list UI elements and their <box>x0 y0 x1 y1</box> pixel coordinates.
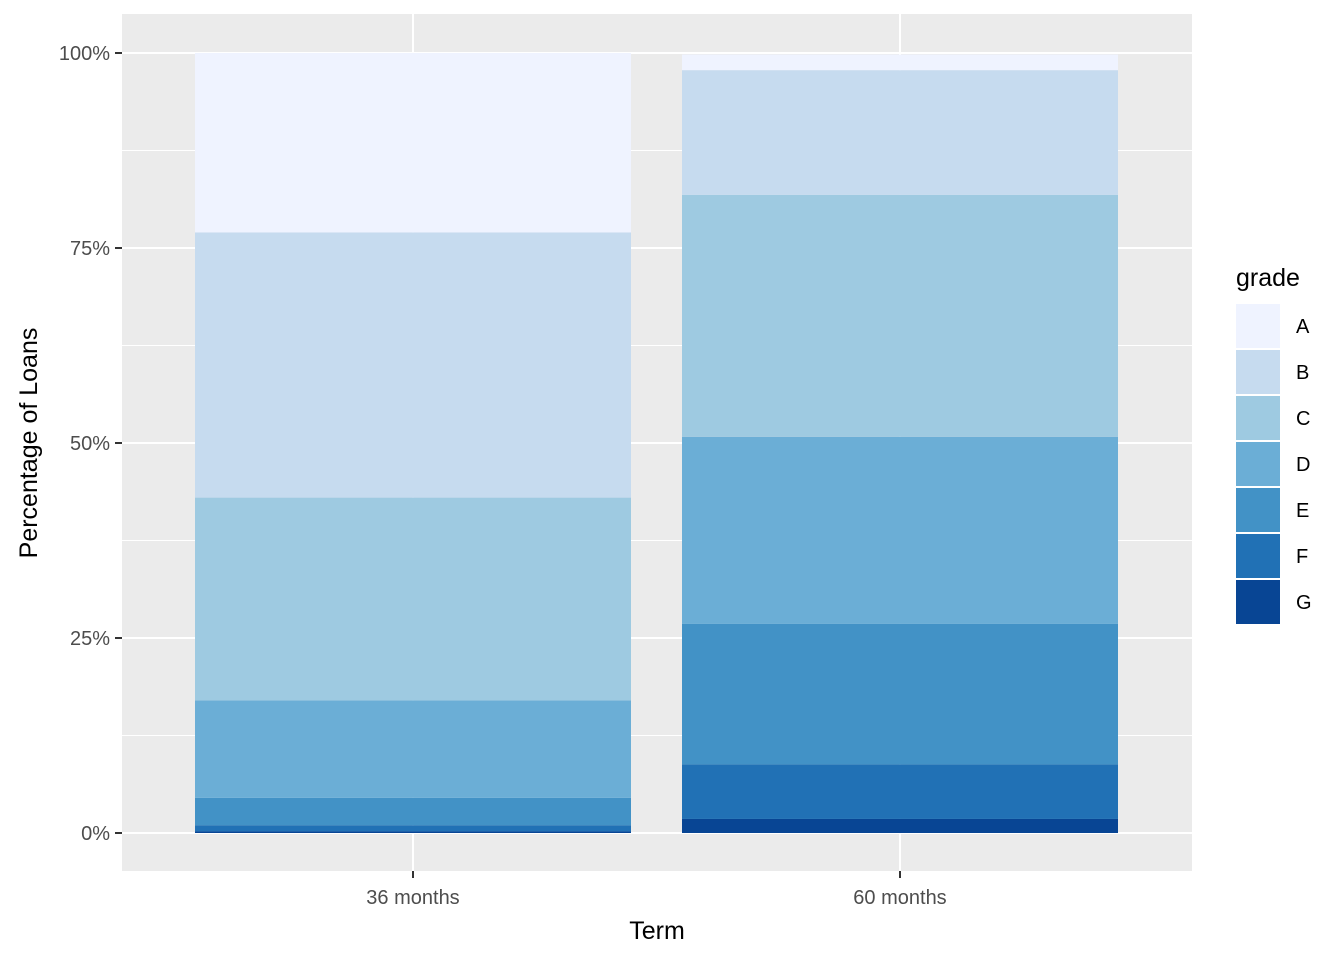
y-tick-label: 25% <box>70 628 110 650</box>
legend: grade A B C D E F G <box>1236 264 1312 624</box>
legend-key-E <box>1236 488 1280 532</box>
legend-key-G <box>1236 580 1280 624</box>
legend-label-G: G <box>1296 592 1312 614</box>
bar-segment-36-months-E <box>195 797 631 826</box>
bar-segment-60-months-E <box>682 623 1118 765</box>
bar-segment-60-months-A <box>682 54 1118 71</box>
legend-label-F: F <box>1296 546 1308 568</box>
bar-segment-60-months-F <box>682 764 1118 819</box>
bar-segment-60-months-C <box>682 194 1118 437</box>
bar-segment-60-months-D <box>682 436 1118 624</box>
x-axis: 36 months 60 months <box>366 871 947 909</box>
bar-segment-36-months-A <box>195 53 631 233</box>
y-tick-label: 0% <box>81 823 110 845</box>
legend-label-D: D <box>1296 454 1310 476</box>
legend-key-D <box>1236 442 1280 486</box>
x-axis-title: Term <box>629 917 685 945</box>
legend-key-C <box>1236 396 1280 440</box>
bar-segment-36-months-B <box>195 232 631 498</box>
legend-key-B <box>1236 350 1280 394</box>
y-tick-label: 50% <box>70 433 110 455</box>
y-tick-label: 75% <box>70 238 110 260</box>
bar-segment-36-months-F <box>195 825 631 832</box>
y-axis-title: Percentage of Loans <box>15 328 43 559</box>
bar-segment-36-months-C <box>195 497 631 701</box>
y-tick-label: 100% <box>59 43 110 65</box>
legend-label-B: B <box>1296 362 1309 384</box>
legend-label-E: E <box>1296 500 1309 522</box>
legend-label-A: A <box>1296 316 1310 338</box>
y-axis: 0% 25% 50% 75% 100% <box>59 43 122 845</box>
legend-key-A <box>1236 304 1280 348</box>
bar-segment-36-months-G <box>195 831 631 833</box>
bar-segment-36-months-D <box>195 700 631 798</box>
legend-title: grade <box>1236 264 1300 292</box>
bar-segment-60-months-G <box>682 818 1118 833</box>
legend-label-C: C <box>1296 408 1310 430</box>
x-tick-label: 36 months <box>366 887 459 909</box>
bars <box>195 53 1118 833</box>
x-tick-label: 60 months <box>853 887 946 909</box>
legend-key-F <box>1236 534 1280 578</box>
bar-segment-60-months-B <box>682 70 1118 195</box>
